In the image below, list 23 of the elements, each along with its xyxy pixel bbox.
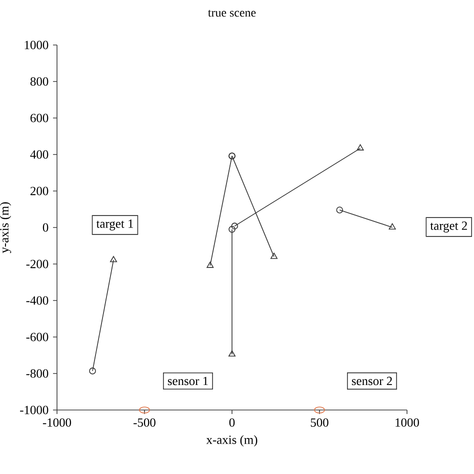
y-tick-label: -800	[26, 369, 48, 378]
x-tick-label: 500	[310, 418, 328, 427]
x-tick-label: 1000	[396, 418, 419, 427]
annotation: sensor 2	[352, 376, 392, 386]
x-tick-label: -1000	[42, 418, 72, 427]
y-tick-label: -1000	[20, 406, 48, 414]
text: target 2	[430, 222, 467, 232]
y-tick-label: 0	[42, 223, 48, 232]
y-tick-label: -600	[26, 332, 48, 342]
y-tick-label: -400	[26, 296, 48, 305]
y-tick-label: -200	[26, 260, 48, 268]
x-tick-label: -500	[134, 418, 156, 427]
annotation: sensor 1	[168, 376, 208, 386]
x-tick-label: 0	[229, 418, 235, 427]
annotation: target 1	[96, 220, 133, 230]
y-tick-label: 800	[30, 77, 48, 86]
y-tick-label: 400	[30, 150, 48, 159]
x-axis-title: x-axis (m)	[206, 435, 258, 447]
chart-title: true scene	[208, 10, 256, 17]
y-axis-title: y-axis (m)	[0, 202, 12, 254]
y-tick-label: 200	[30, 186, 48, 196]
y-tick-label: 600	[30, 114, 48, 122]
y-tick-label: 1000	[24, 40, 48, 50]
